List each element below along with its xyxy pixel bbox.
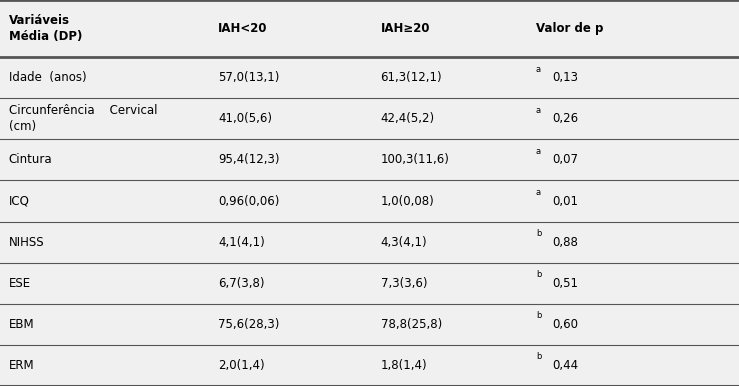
- Text: IAH≥20: IAH≥20: [381, 22, 430, 35]
- Text: 6,7(3,8): 6,7(3,8): [218, 277, 265, 290]
- Text: ERM: ERM: [9, 359, 35, 372]
- Text: 100,3(11,6): 100,3(11,6): [381, 153, 449, 166]
- Text: Cintura: Cintura: [9, 153, 52, 166]
- Text: 75,6(28,3): 75,6(28,3): [218, 318, 279, 331]
- Text: b: b: [536, 312, 541, 320]
- Text: a: a: [536, 188, 541, 197]
- Text: a: a: [536, 147, 541, 156]
- Text: Circunferência    Cervical
(cm): Circunferência Cervical (cm): [9, 104, 157, 133]
- Text: IAH<20: IAH<20: [218, 22, 268, 35]
- Text: Idade  (anos): Idade (anos): [9, 71, 86, 84]
- Text: 41,0(5,6): 41,0(5,6): [218, 112, 272, 125]
- Text: 0,44: 0,44: [552, 359, 578, 372]
- Text: 42,4(5,2): 42,4(5,2): [381, 112, 435, 125]
- Text: 0,26: 0,26: [552, 112, 578, 125]
- Text: a: a: [536, 106, 541, 115]
- Text: 2,0(1,4): 2,0(1,4): [218, 359, 265, 372]
- Text: 78,8(25,8): 78,8(25,8): [381, 318, 442, 331]
- Text: 57,0(13,1): 57,0(13,1): [218, 71, 279, 84]
- Text: EBM: EBM: [9, 318, 35, 331]
- Text: 0,51: 0,51: [552, 277, 578, 290]
- Text: 0,01: 0,01: [552, 195, 578, 208]
- Text: Valor de p: Valor de p: [536, 22, 603, 35]
- Text: 0,07: 0,07: [552, 153, 578, 166]
- Text: 7,3(3,6): 7,3(3,6): [381, 277, 427, 290]
- Text: a: a: [536, 65, 541, 74]
- Text: 4,3(4,1): 4,3(4,1): [381, 235, 427, 249]
- Text: b: b: [536, 229, 541, 238]
- Text: 0,96(0,06): 0,96(0,06): [218, 195, 279, 208]
- Text: ICQ: ICQ: [9, 195, 30, 208]
- Text: 0,13: 0,13: [552, 71, 578, 84]
- Text: 1,0(0,08): 1,0(0,08): [381, 195, 435, 208]
- Text: b: b: [536, 270, 541, 279]
- Text: 1,8(1,4): 1,8(1,4): [381, 359, 427, 372]
- Text: 0,88: 0,88: [552, 235, 578, 249]
- Text: b: b: [536, 352, 541, 361]
- Text: 4,1(4,1): 4,1(4,1): [218, 235, 265, 249]
- Text: NIHSS: NIHSS: [9, 235, 44, 249]
- Text: 61,3(12,1): 61,3(12,1): [381, 71, 442, 84]
- Text: Variáveis
Média (DP): Variáveis Média (DP): [9, 14, 82, 43]
- Text: 95,4(12,3): 95,4(12,3): [218, 153, 279, 166]
- Text: 0,60: 0,60: [552, 318, 578, 331]
- Text: ESE: ESE: [9, 277, 31, 290]
